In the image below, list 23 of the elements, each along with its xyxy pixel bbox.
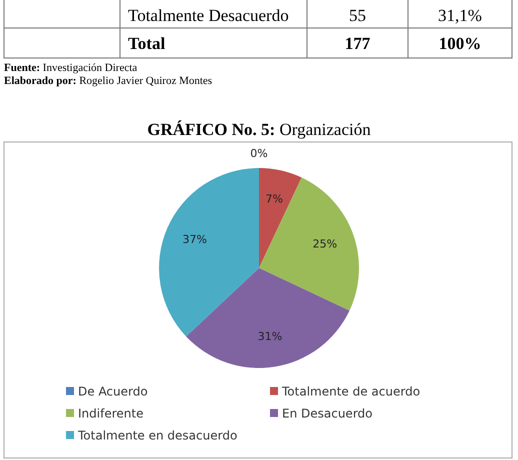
legend-label: Totalmente de acuerdo [281, 384, 420, 398]
data-label: 7% [266, 192, 283, 206]
text: Elaborado por: Rogelio Javier Quiroz Montes [4, 75, 212, 87]
data-label: 37% [182, 233, 207, 246]
text: 0% [250, 147, 268, 160]
text: Total [128, 34, 166, 53]
legend-label: De Acuerdo [78, 384, 148, 398]
legend-label: En Desacuerdo [282, 406, 372, 420]
pie-slice [159, 168, 259, 336]
legend-label: Totalmente en desacuerdo [77, 428, 238, 442]
pie-slice [259, 168, 302, 268]
text: 31,1% [438, 6, 482, 25]
source-note: Fuente: Investigación Directa [4, 62, 138, 74]
data-label: 25% [312, 237, 338, 250]
text: Totalmente Desacuerdo [128, 6, 289, 25]
chart-title: GRÁFICO No. 5: Organización [147, 120, 372, 139]
text: 177 [344, 34, 371, 53]
text: 55 [349, 6, 366, 25]
text: 100% [438, 34, 482, 53]
legend-label: Indiferente [78, 406, 144, 420]
pie-slice [186, 268, 350, 368]
pie-slice [259, 178, 359, 311]
data-label: 31% [258, 330, 282, 344]
